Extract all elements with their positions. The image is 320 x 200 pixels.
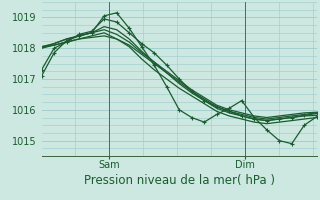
X-axis label: Pression niveau de la mer( hPa ): Pression niveau de la mer( hPa )	[84, 174, 275, 187]
